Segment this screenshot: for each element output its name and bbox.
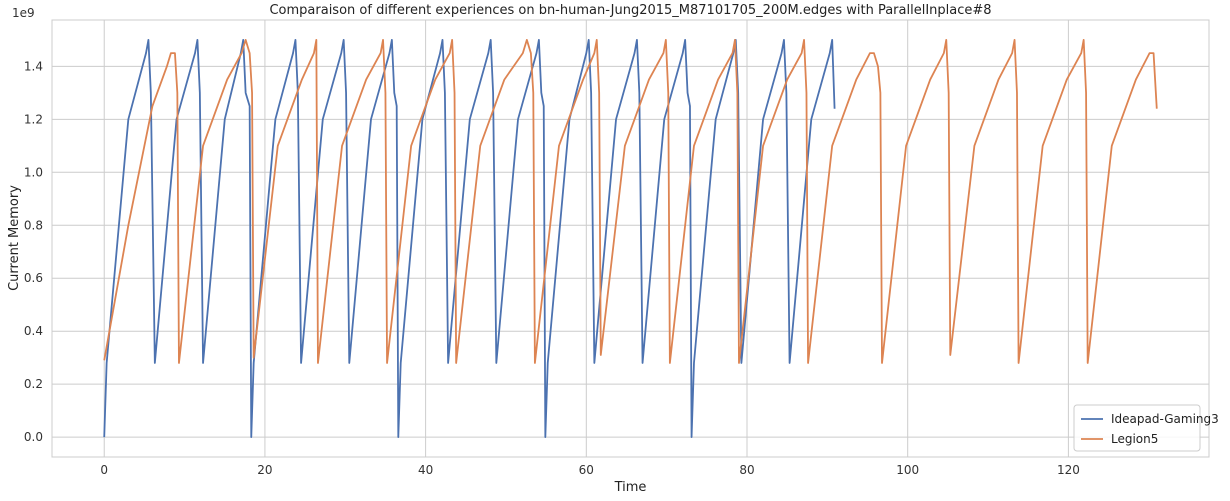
legend-label-ideapad-gaming3: Ideapad-Gaming3	[1111, 412, 1219, 426]
y-tick-label: 1.0	[24, 165, 43, 179]
y-tick-label: 0.4	[24, 324, 43, 338]
chart-title: Comparaison of different experiences on …	[269, 3, 991, 18]
y-tick-label: 0.6	[24, 271, 43, 285]
y-tick-labels: 0.0 0.2 0.4 0.6 0.8 1.0 1.2 1.4	[24, 59, 43, 444]
y-offset-label: 1e9	[12, 6, 35, 20]
series-line-ideapad-gaming3	[103, 38, 836, 439]
x-tick-label: 0	[100, 463, 108, 477]
x-tick-label: 60	[579, 463, 594, 477]
y-tick-label: 0.8	[24, 218, 43, 232]
y-axis-label: Current Memory	[7, 185, 22, 291]
x-tick-label: 100	[896, 463, 919, 477]
y-tick-label: 1.2	[24, 112, 43, 126]
legend: Ideapad-Gaming3 Legion5	[1073, 404, 1219, 452]
series-line-legion5	[103, 38, 1158, 364]
y-tick-label: 0.2	[24, 377, 43, 391]
series-lines	[103, 38, 1158, 439]
x-tick-label: 80	[739, 463, 754, 477]
x-tick-label: 40	[418, 463, 433, 477]
y-tick-label: 1.4	[24, 59, 43, 73]
y-tick-label: 0.0	[24, 430, 43, 444]
x-tick-label: 120	[1057, 463, 1080, 477]
plot-frame	[51, 19, 1210, 458]
x-tick-labels: 0 20 40 60 80 100 120	[100, 463, 1079, 477]
legend-box	[1073, 404, 1201, 452]
x-axis-label: Time	[614, 480, 647, 495]
x-tick-label: 20	[257, 463, 272, 477]
legend-label-legion5: Legion5	[1111, 432, 1158, 446]
